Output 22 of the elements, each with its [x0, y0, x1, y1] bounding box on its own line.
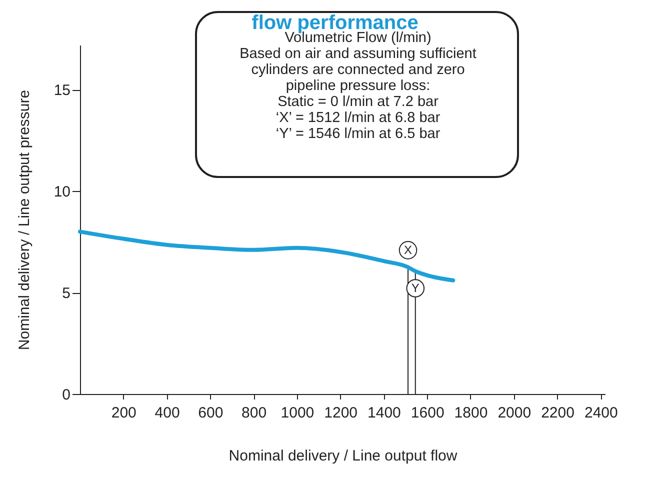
x-axis-title: Nominal delivery / Line output flow [228, 448, 458, 464]
x-tick-label: 1000 [280, 404, 314, 422]
text: Volumetric Flow (l/min) Based on air and assuming sufficient cylinders are connected and zero pipeline pressure loss: Static = 0 l/min at 7.2 bar ‘X’ = 1512 l/min at 6.8 bar ‘Y’ = 1546 l/min at 6.5 bar [240, 30, 476, 142]
x-tick-label: 200 [111, 404, 136, 422]
x-tick-label: 400 [154, 404, 180, 422]
y-tick-label: 10 [54, 184, 70, 201]
y-tick-label: 15 [54, 82, 70, 100]
y-tick-label: 0 [62, 386, 70, 404]
x-tick-label: 600 [198, 404, 224, 422]
line-series [78, 230, 456, 282]
x-tick-label: 1600 [410, 404, 444, 422]
x-tick-label: 1400 [368, 404, 401, 422]
annotation: Y [411, 281, 420, 296]
x-tick-label: 2200 [541, 404, 574, 422]
x-tick-label: 1800 [454, 404, 488, 422]
y-axis-title: Nominal delivery / Line output pressure [16, 90, 33, 350]
y-tick-label: 5 [62, 285, 70, 302]
x-tick-label: 2000 [498, 404, 532, 422]
x-tick-label: 800 [242, 404, 267, 422]
x-tick-label: 2400 [584, 404, 618, 422]
x-tick-label: 1200 [324, 404, 358, 422]
annotation: X [404, 243, 412, 258]
